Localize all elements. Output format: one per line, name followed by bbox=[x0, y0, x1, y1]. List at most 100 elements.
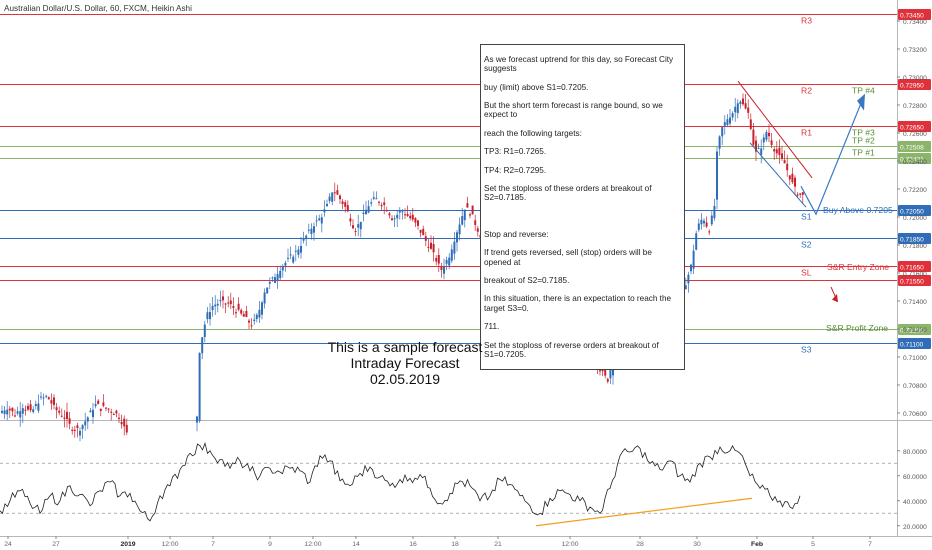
level-label: TP #2 bbox=[852, 136, 875, 146]
price-tick-label: 0.72200 bbox=[903, 187, 927, 194]
candle-body bbox=[63, 417, 66, 419]
candle-body bbox=[359, 221, 362, 230]
time-tick-label: 7 bbox=[211, 541, 215, 548]
candle-body bbox=[203, 324, 206, 338]
candle-body bbox=[118, 417, 120, 419]
candle-body bbox=[333, 192, 336, 194]
candle-body bbox=[419, 229, 422, 233]
time-tick-label: 30 bbox=[693, 541, 701, 548]
candle-body bbox=[723, 122, 726, 126]
level-label: S2 bbox=[801, 240, 812, 250]
rsi-line bbox=[0, 441, 801, 522]
note-line: As we forecast uptrend for this day, so … bbox=[484, 55, 674, 74]
candle-body bbox=[378, 201, 380, 203]
candle-body bbox=[383, 202, 386, 205]
candle-body bbox=[250, 325, 253, 327]
candle-body bbox=[76, 425, 79, 429]
candle-body bbox=[294, 250, 297, 252]
forecast-arrowhead-up bbox=[857, 93, 865, 111]
candle-body bbox=[437, 255, 440, 264]
caption-line-2: Intraday Forecast bbox=[350, 355, 460, 371]
candle-body bbox=[398, 210, 401, 213]
candle-body bbox=[235, 312, 237, 314]
candle-body bbox=[320, 217, 323, 224]
time-tick-label: 12:00 bbox=[161, 541, 178, 548]
candle-body bbox=[760, 148, 763, 155]
candle-body bbox=[703, 220, 705, 224]
caption-line-3: 02.05.2019 bbox=[369, 371, 441, 387]
time-tick-label: 14 bbox=[352, 541, 360, 548]
caption-line-1: This is a sample forecast bbox=[327, 339, 483, 355]
candle-body bbox=[391, 218, 393, 221]
channel-upper-line bbox=[737, 80, 813, 179]
candle-body bbox=[744, 103, 747, 109]
candle-body bbox=[749, 119, 752, 129]
candle-body bbox=[471, 205, 474, 215]
note-line: breakout of S2=0.7185. bbox=[484, 276, 570, 286]
forecast-arrow-up bbox=[800, 100, 863, 216]
candle-body bbox=[427, 246, 430, 248]
candle-body bbox=[300, 246, 302, 253]
candle-body bbox=[66, 411, 68, 420]
candle-body bbox=[456, 232, 458, 243]
candle-body bbox=[344, 202, 347, 207]
candle-body bbox=[196, 416, 198, 423]
candle-body bbox=[289, 254, 292, 256]
candle-body bbox=[609, 369, 612, 379]
time-tick-label: 16 bbox=[409, 541, 417, 548]
note-line: buy (limit) above S1=0.7205. bbox=[484, 82, 589, 92]
candle-body bbox=[27, 405, 29, 410]
candle-body bbox=[461, 216, 464, 225]
note-line: Set the stoploss of reverse orders at br… bbox=[484, 340, 659, 359]
candle-body bbox=[86, 417, 89, 422]
time-tick-label: 21 bbox=[494, 541, 502, 548]
target-label: TP #3 bbox=[852, 128, 875, 138]
buy-above-label: Buy Above 0.7205 bbox=[823, 205, 893, 215]
candle-body bbox=[700, 219, 703, 225]
candle-body bbox=[89, 410, 92, 413]
candle-body bbox=[326, 203, 328, 207]
candle-body bbox=[778, 147, 781, 156]
candle-body bbox=[79, 430, 81, 436]
target-label: TP #4 bbox=[852, 86, 875, 96]
price-tick-label: 0.72600 bbox=[903, 131, 927, 138]
candle-body bbox=[794, 177, 796, 187]
candle-body bbox=[768, 132, 770, 137]
candle-body bbox=[697, 223, 700, 230]
candle-body bbox=[8, 408, 11, 411]
candle-body bbox=[375, 198, 378, 200]
candle-body bbox=[97, 400, 100, 405]
candle-body bbox=[424, 236, 427, 241]
candle-body bbox=[68, 418, 71, 424]
candle-body bbox=[266, 287, 269, 294]
time-tick-label: 28 bbox=[636, 541, 644, 548]
level-label: R1 bbox=[801, 128, 812, 138]
candle-body bbox=[435, 258, 438, 262]
candle-body bbox=[110, 411, 113, 413]
candle-body bbox=[214, 304, 217, 307]
time-tick-label: 2019 bbox=[120, 541, 135, 548]
candle-body bbox=[695, 233, 698, 250]
price-tick-label: 0.70800 bbox=[903, 383, 927, 390]
candle-body bbox=[55, 407, 58, 411]
chart-grid bbox=[0, 0, 932, 537]
candle-body bbox=[372, 197, 375, 199]
note-line: Set the stoploss of these orders at brea… bbox=[484, 184, 652, 203]
candle-body bbox=[6, 409, 9, 415]
candle-body bbox=[406, 213, 409, 216]
candle-body bbox=[232, 306, 235, 308]
forecast-caption: This is a sample forecast Intraday Forec… bbox=[300, 339, 510, 387]
candle-body bbox=[385, 210, 388, 212]
level-price-tag bbox=[898, 338, 931, 349]
candle-body bbox=[606, 378, 609, 382]
candle-body bbox=[227, 302, 230, 304]
level-price-tag bbox=[898, 275, 931, 286]
candle-body bbox=[224, 303, 227, 305]
candle-body bbox=[209, 312, 211, 320]
time-tick-label: 27 bbox=[52, 541, 60, 548]
entry-zone-label: S&R Entry Zone bbox=[827, 262, 889, 272]
candle-body bbox=[692, 250, 695, 269]
candle-body bbox=[32, 409, 35, 413]
note-line: If trend gets reversed, sell (stop) orde… bbox=[484, 248, 652, 267]
